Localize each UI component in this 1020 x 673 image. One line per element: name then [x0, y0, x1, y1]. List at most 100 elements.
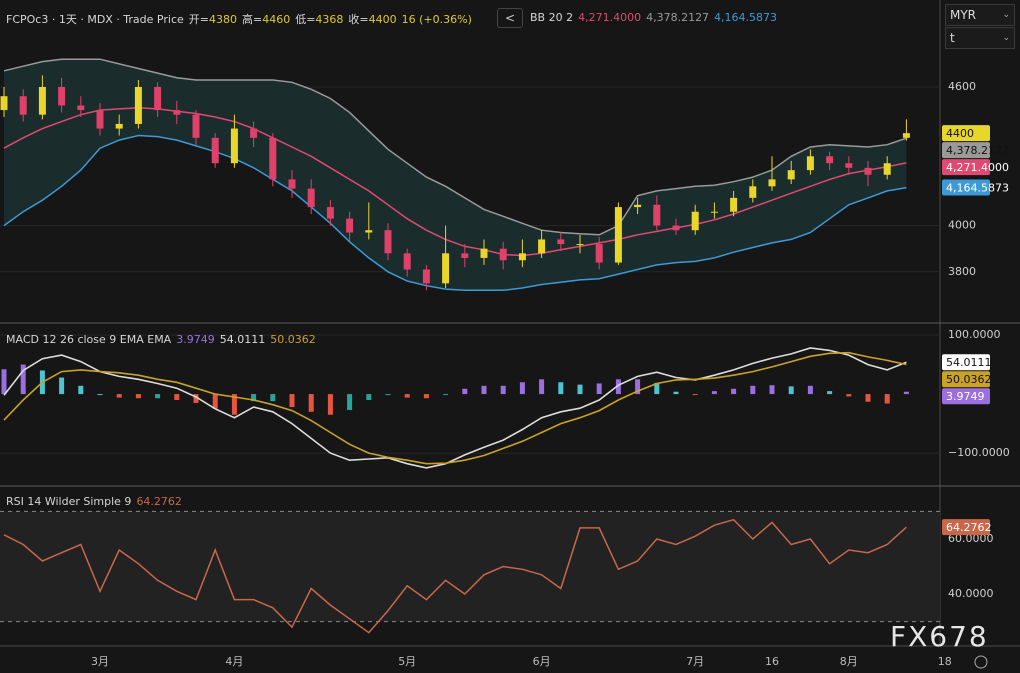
candle-body [211, 137, 219, 164]
unit-select[interactable]: t ⌄ [945, 27, 1015, 49]
histogram-bar [519, 382, 525, 395]
y-tick-label: −100.0000 [948, 446, 1010, 459]
settings-icon[interactable] [974, 655, 988, 669]
candle-body [230, 128, 238, 164]
histogram-bar [596, 383, 602, 395]
macd-title: MACD 12 26 close 9 EMA EMA [6, 333, 172, 346]
price-tag: 4,271.4000 [946, 161, 1009, 174]
histogram-bar [97, 394, 103, 396]
candle-body [806, 156, 814, 171]
candle-body [518, 253, 526, 261]
candle-body [461, 253, 469, 258]
high-value: 4460 [262, 13, 291, 26]
candle-body [614, 207, 622, 263]
open-label: 开= [188, 13, 209, 26]
rsi-band [0, 511, 940, 622]
rsi-title: RSI 14 Wilder Simple 9 [6, 495, 132, 508]
candle-body [826, 156, 834, 164]
histogram-bar [1, 369, 7, 395]
histogram-bar [78, 385, 84, 395]
histogram-bar [366, 394, 372, 400]
histogram-bar [788, 386, 794, 395]
y-tick-label: 60.0000 [948, 532, 994, 545]
y-tick-label: 40.0000 [948, 587, 994, 600]
histogram-bar [20, 364, 26, 395]
signal-value: 50.0362 [270, 333, 316, 346]
candle-body [326, 207, 334, 219]
histogram-bar [711, 391, 717, 395]
x-tick-label: 7月 [686, 655, 704, 668]
candle-body [365, 230, 373, 233]
bb-title: BB 20 2 [530, 11, 574, 24]
histogram-bar [174, 394, 180, 400]
y-tick-label: 3800 [948, 265, 976, 278]
candle-body [672, 225, 680, 231]
histogram-bar [558, 382, 564, 395]
candle-body [442, 253, 450, 284]
price-tag-bg [942, 142, 990, 159]
candle-body [730, 197, 738, 212]
histogram-bar [884, 394, 890, 404]
histogram-bar [827, 391, 833, 395]
price-tag: 50.0362 [946, 373, 992, 386]
histogram-bar [308, 394, 314, 412]
price-tag-bg [942, 371, 990, 388]
histogram-bar [903, 391, 909, 395]
band-line [3, 134, 907, 292]
currency-select[interactable]: MYR ⌄ [945, 4, 1015, 26]
rsi-value: 64.2762 [136, 495, 182, 508]
histogram-bar [500, 385, 506, 395]
candle-body [749, 186, 757, 198]
histogram-bar [251, 394, 257, 402]
x-tick-label: 6月 [533, 655, 551, 668]
histogram-bar [462, 388, 468, 395]
bb-legend: BB 20 2 4,271.4000 4,378.2127 4,164.5873 [530, 11, 777, 24]
axis-area: 3800 4000 4600 4400 4,378.2127 4,271.4000 4,16… [942, 80, 1010, 600]
histogram-bar [865, 394, 871, 402]
candle-body [269, 137, 277, 180]
candle-body [38, 86, 46, 115]
x-tick-label: 18 [938, 655, 952, 668]
histogram-bar [769, 385, 775, 395]
price-tag: 4,164.5873 [946, 182, 1009, 195]
histogram-bar [615, 379, 621, 395]
histogram-bar [327, 394, 333, 415]
histogram-bar [116, 394, 122, 398]
candle-body [499, 248, 507, 261]
watermark: FX678 [890, 620, 989, 653]
histogram-bar [347, 394, 353, 411]
histogram-bar [404, 394, 410, 398]
histogram-bar [692, 394, 698, 396]
price-tag-bg [942, 159, 990, 176]
candle-body [58, 86, 66, 106]
price-tag-bg [942, 179, 990, 196]
histogram-bar [423, 394, 429, 399]
bb-value: 4,378.2127 [646, 11, 710, 24]
histogram-bar [212, 394, 218, 409]
y-tick-label: 100.0000 [948, 328, 1001, 341]
candle-body [115, 123, 123, 129]
candle-body [691, 211, 699, 231]
close-value: 4400 [368, 13, 397, 26]
x-tick-label: 16 [765, 655, 779, 668]
price-tag: 3.9749 [946, 390, 985, 403]
macd-value: 54.0111 [219, 333, 266, 346]
symbol: FCPOc3 · 1天 · MDX · Trade Price [6, 13, 184, 26]
low-value: 4368 [315, 13, 344, 26]
candle-body [883, 163, 891, 175]
macd-legend: MACD 12 26 close 9 EMA EMA 3.9749 54.011… [6, 333, 316, 346]
candle-body [710, 211, 718, 213]
histogram-bar [750, 385, 756, 395]
change: 16 (+0.36%) [401, 12, 472, 26]
x-tick-label: 3月 [91, 655, 109, 668]
collapse-button[interactable]: < [497, 8, 523, 28]
price-tag: 4,378.2127 [946, 144, 1009, 157]
candle-body [307, 188, 315, 208]
histogram-bar [673, 391, 679, 395]
x-tick-label: 8月 [840, 655, 858, 668]
candle-body [134, 86, 142, 124]
candle-body [192, 114, 200, 138]
histogram-bar [231, 394, 237, 415]
candle-body [346, 218, 354, 233]
